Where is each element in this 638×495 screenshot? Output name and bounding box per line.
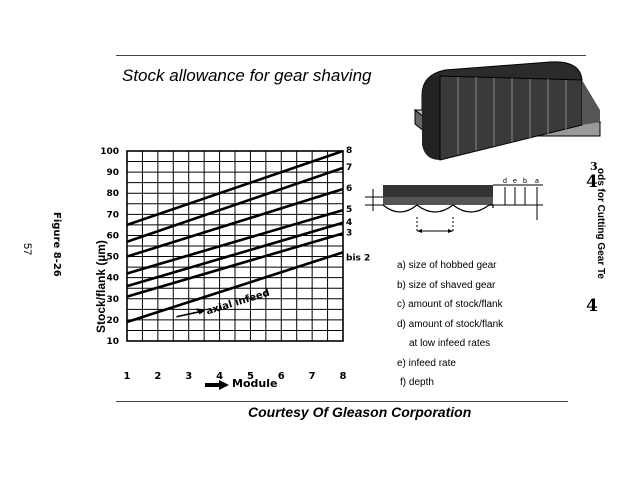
x-tick-label: 8	[340, 371, 347, 382]
slide-title: Stock allowance for gear shaving	[122, 66, 372, 85]
side-number: 3	[590, 160, 598, 173]
series-line	[126, 166, 344, 244]
y-tick-label: 30	[106, 295, 119, 305]
x-tick-label: 1	[124, 371, 131, 382]
series-line	[126, 208, 344, 275]
series-label: 4	[346, 218, 352, 228]
y-tick-label: 100	[100, 147, 119, 157]
x-tick-label: 6	[278, 371, 285, 382]
series-label: 8	[346, 146, 352, 156]
series-label: 6	[346, 184, 352, 194]
side-number: 4	[586, 172, 598, 192]
legend: a) size of hobbed gear b) size of shaved…	[397, 256, 503, 393]
legend-item: e) infeed rate	[397, 357, 456, 369]
tooth-section-diagram: d e b a	[365, 178, 543, 233]
y-tick-label: 70	[106, 210, 119, 220]
bottom-rule	[116, 401, 568, 402]
x-tick-label: 5	[247, 371, 254, 382]
series-label: 7	[346, 163, 352, 173]
series-line	[126, 221, 344, 288]
section-label: b	[523, 178, 527, 185]
legend-item: at low infeed rates	[409, 338, 491, 349]
section-label: e	[513, 178, 517, 185]
x-tick-label: 2	[154, 371, 161, 382]
series-line	[126, 149, 344, 227]
annotation-arrow-icon	[176, 310, 202, 318]
series-label: 5	[346, 205, 352, 215]
legend-item: d) amount of stock/flank	[397, 318, 504, 330]
series-line	[126, 232, 344, 298]
y-tick-label: 40	[106, 274, 119, 284]
x-tick-label: 7	[309, 371, 316, 382]
y-tick-label: 10	[106, 337, 119, 347]
section-label: a	[535, 178, 539, 185]
y-tick-label: 90	[106, 168, 119, 178]
series-line	[126, 251, 344, 324]
y-tick-label: 50	[106, 253, 119, 263]
x-tick-label: 4	[216, 371, 223, 382]
y-tick-label: 60	[106, 231, 119, 241]
series-label: 3	[346, 228, 352, 238]
x-tick-label: 3	[185, 371, 192, 382]
side-number: 4	[586, 296, 598, 316]
legend-item: c) amount of stock/flank	[397, 299, 503, 310]
y-tick-label: 80	[106, 189, 119, 199]
legend-item: a) size of hobbed gear	[397, 260, 497, 271]
legend-item: b) size of shaved gear	[397, 279, 496, 291]
gear-rack-illustration	[413, 61, 602, 161]
x-axis-arrow-icon	[205, 380, 229, 390]
section-label: d	[503, 178, 507, 185]
legend-item: f) depth	[400, 377, 434, 388]
x-axis-label: Module	[232, 377, 278, 390]
series-line	[126, 187, 344, 258]
series-label: bis 2	[346, 253, 370, 263]
top-rule	[116, 55, 586, 56]
y-tick-label: 20	[106, 316, 119, 326]
footer-credit: Courtesy Of Gleason Corporation	[248, 404, 472, 420]
annotation-arrowhead-icon	[195, 308, 206, 315]
